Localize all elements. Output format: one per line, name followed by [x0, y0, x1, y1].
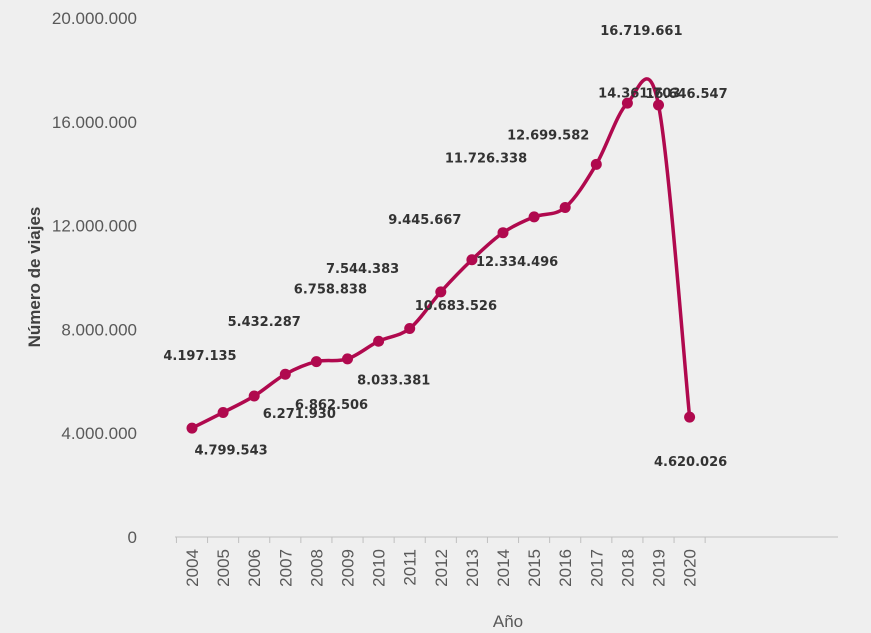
y-tick-label: 16.000.000 — [52, 113, 137, 132]
x-axis — [175, 536, 838, 543]
data-point — [466, 254, 478, 266]
data-point — [528, 211, 540, 223]
data-point — [342, 353, 353, 365]
data-point — [217, 406, 229, 418]
x-tick-label: 2008 — [307, 549, 326, 587]
x-tick-label: 2020 — [681, 549, 700, 587]
x-tick-label: 2012 — [432, 549, 451, 587]
data-label: 14.361.703 — [598, 86, 680, 101]
data-label: 6.862.506 — [295, 398, 368, 413]
data-label: 10.683.526 — [415, 299, 497, 314]
data-point — [310, 356, 322, 368]
data-label: 6.271.930 — [263, 407, 336, 422]
x-tick-label: 2019 — [650, 549, 669, 587]
data-point — [621, 97, 633, 109]
data-point — [435, 286, 447, 298]
data-point — [497, 227, 509, 239]
data-point — [248, 390, 260, 402]
data-label: 11.726.338 — [445, 152, 527, 167]
data-label: 12.334.496 — [476, 255, 558, 270]
data-point — [559, 201, 571, 213]
x-tick-label: 2013 — [463, 549, 482, 587]
data-label: 7.544.383 — [326, 262, 399, 277]
y-tick-label: 8.000.000 — [61, 320, 137, 339]
data-point — [653, 99, 664, 111]
data-point — [404, 323, 416, 335]
data-label: 5.432.287 — [228, 315, 301, 330]
x-tick-label: 2015 — [525, 549, 544, 587]
x-tick-label: 2005 — [214, 549, 233, 587]
x-tick-label: 2006 — [245, 549, 264, 587]
data-label: 4.799.543 — [194, 443, 267, 458]
data-labels: 4.197.135 4.799.543 5.432.287 6.271.930 6.75… — [163, 24, 727, 470]
x-tick-label: 2004 — [183, 549, 202, 587]
x-tick-label: 2014 — [494, 549, 513, 587]
y-tick-label: 20.000.000 — [52, 9, 137, 28]
data-label: 4.197.135 — [163, 349, 236, 364]
y-axis-title: Número de viajes — [25, 207, 44, 348]
y-tick-label: 12.000.000 — [52, 217, 137, 236]
series-line — [190, 77, 692, 430]
data-point — [373, 335, 385, 347]
x-tick-label: 2009 — [339, 549, 358, 587]
x-tick-label: 2011 — [401, 549, 420, 586]
x-axis-title: Año — [493, 612, 523, 631]
x-tick-label: 2018 — [618, 549, 637, 587]
data-point — [186, 422, 198, 434]
data-point — [590, 158, 602, 170]
y-tick-label: 4.000.000 — [61, 424, 137, 443]
x-tick-label: 2017 — [587, 549, 606, 587]
data-label: 12.699.582 — [507, 128, 589, 143]
data-label: 4.620.026 — [654, 455, 727, 470]
data-label: 9.445.667 — [388, 213, 461, 228]
data-label: 6.758.838 — [294, 283, 367, 298]
y-axis-ticks: 0 4.000.000 8.000.000 12.000.000 16.000.000 2… — [52, 9, 137, 547]
data-point — [279, 368, 291, 380]
data-points — [186, 97, 696, 434]
x-axis-tick-labels: 2004 2005 2006 2007 2008 2009 2010 2011 2012 2013… — [183, 549, 700, 587]
data-point — [684, 411, 696, 423]
data-label: 16.646.547 — [645, 87, 727, 102]
data-label: 16.719.661 — [600, 24, 682, 39]
y-tick-label: 0 — [128, 528, 137, 547]
x-tick-label: 2010 — [370, 549, 389, 587]
data-label: 8.033.381 — [357, 374, 430, 389]
x-tick-label: 2007 — [276, 549, 295, 587]
x-tick-label: 2016 — [556, 549, 575, 587]
